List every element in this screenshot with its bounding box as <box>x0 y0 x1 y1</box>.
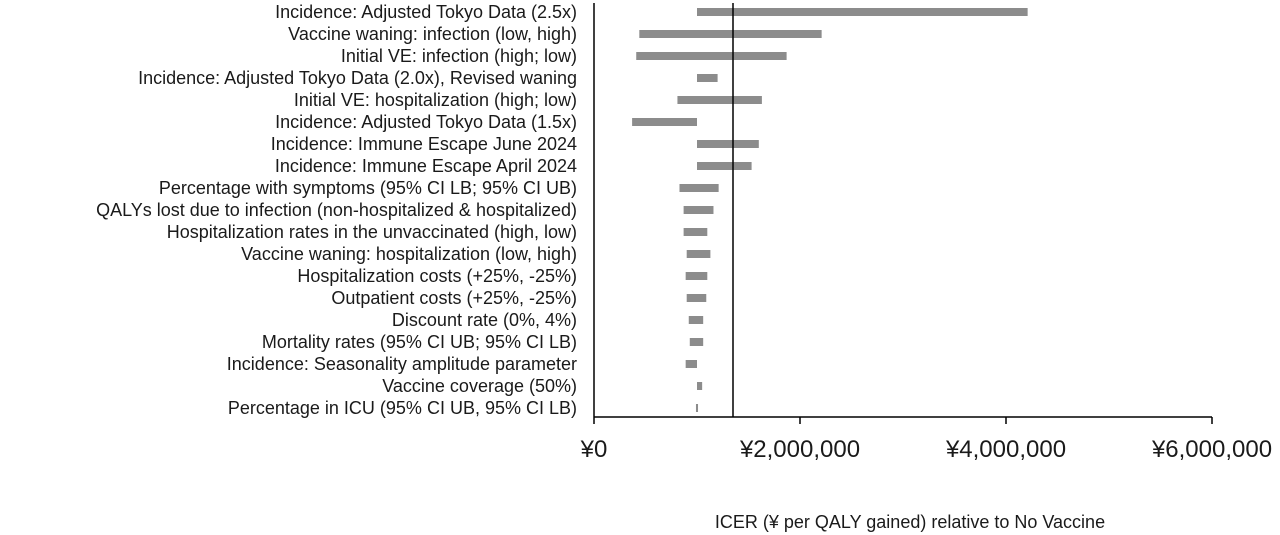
category-label: Incidence: Adjusted Tokyo Data (1.5x) <box>275 112 577 132</box>
bar <box>686 294 707 302</box>
category-labels: Incidence: Adjusted Tokyo Data (2.5x)Vac… <box>96 2 577 418</box>
category-label: Percentage with symptoms (95% CI LB; 95%… <box>159 178 577 198</box>
category-label: Incidence: Immune Escape June 2024 <box>271 134 577 154</box>
category-label: Vaccine waning: hospitalization (low, hi… <box>241 244 577 264</box>
x-tick-label: ¥0 <box>580 436 608 463</box>
bar <box>697 8 1028 16</box>
bar <box>697 162 752 170</box>
bar <box>697 382 703 390</box>
bar <box>683 228 708 236</box>
category-label: Initial VE: hospitalization (high; low) <box>294 90 577 110</box>
category-label: Initial VE: infection (high; low) <box>341 46 577 66</box>
x-tick-label: ¥2,000,000 <box>739 436 860 463</box>
category-label: Mortality rates (95% CI UB; 95% CI LB) <box>262 332 577 352</box>
x-tick-label: ¥4,000,000 <box>945 436 1066 463</box>
bar <box>695 404 699 412</box>
bars <box>632 8 1028 412</box>
category-label: Incidence: Immune Escape April 2024 <box>275 156 577 176</box>
category-label: Vaccine waning: infection (low, high) <box>288 24 577 44</box>
category-label: Hospitalization costs (+25%, -25%) <box>297 266 577 286</box>
category-label: Incidence: Adjusted Tokyo Data (2.5x) <box>275 2 577 22</box>
category-label: Percentage in ICU (95% CI UB, 95% CI LB) <box>228 398 577 418</box>
bar <box>677 96 762 104</box>
bar <box>697 140 759 148</box>
bar <box>632 118 697 126</box>
bar <box>636 52 787 60</box>
bar <box>688 316 704 324</box>
bar <box>683 206 714 214</box>
bar <box>679 184 719 192</box>
x-tick-label: ¥6,000,000 <box>1151 436 1272 463</box>
bar <box>639 30 822 38</box>
bar <box>685 360 697 368</box>
category-label: QALYs lost due to infection (non-hospita… <box>96 200 577 220</box>
bar <box>697 74 718 82</box>
bar <box>689 338 704 346</box>
category-label: Outpatient costs (+25%, -25%) <box>331 288 577 308</box>
category-label: Incidence: Adjusted Tokyo Data (2.0x), R… <box>138 68 577 88</box>
x-ticks: ¥0 ¥2,000,000 ¥4,000,000 ¥6,000,000 <box>580 417 1272 463</box>
category-label: Discount rate (0%, 4%) <box>392 310 577 330</box>
bar <box>686 250 711 258</box>
bar <box>685 272 708 280</box>
axes <box>593 3 1212 418</box>
category-label: Hospitalization rates in the unvaccinate… <box>167 222 577 242</box>
category-label: Incidence: Seasonality amplitude paramet… <box>227 354 577 374</box>
x-axis-title: ICER (¥ per QALY gained) relative to No … <box>715 512 1105 532</box>
category-label: Vaccine coverage (50%) <box>382 376 577 396</box>
